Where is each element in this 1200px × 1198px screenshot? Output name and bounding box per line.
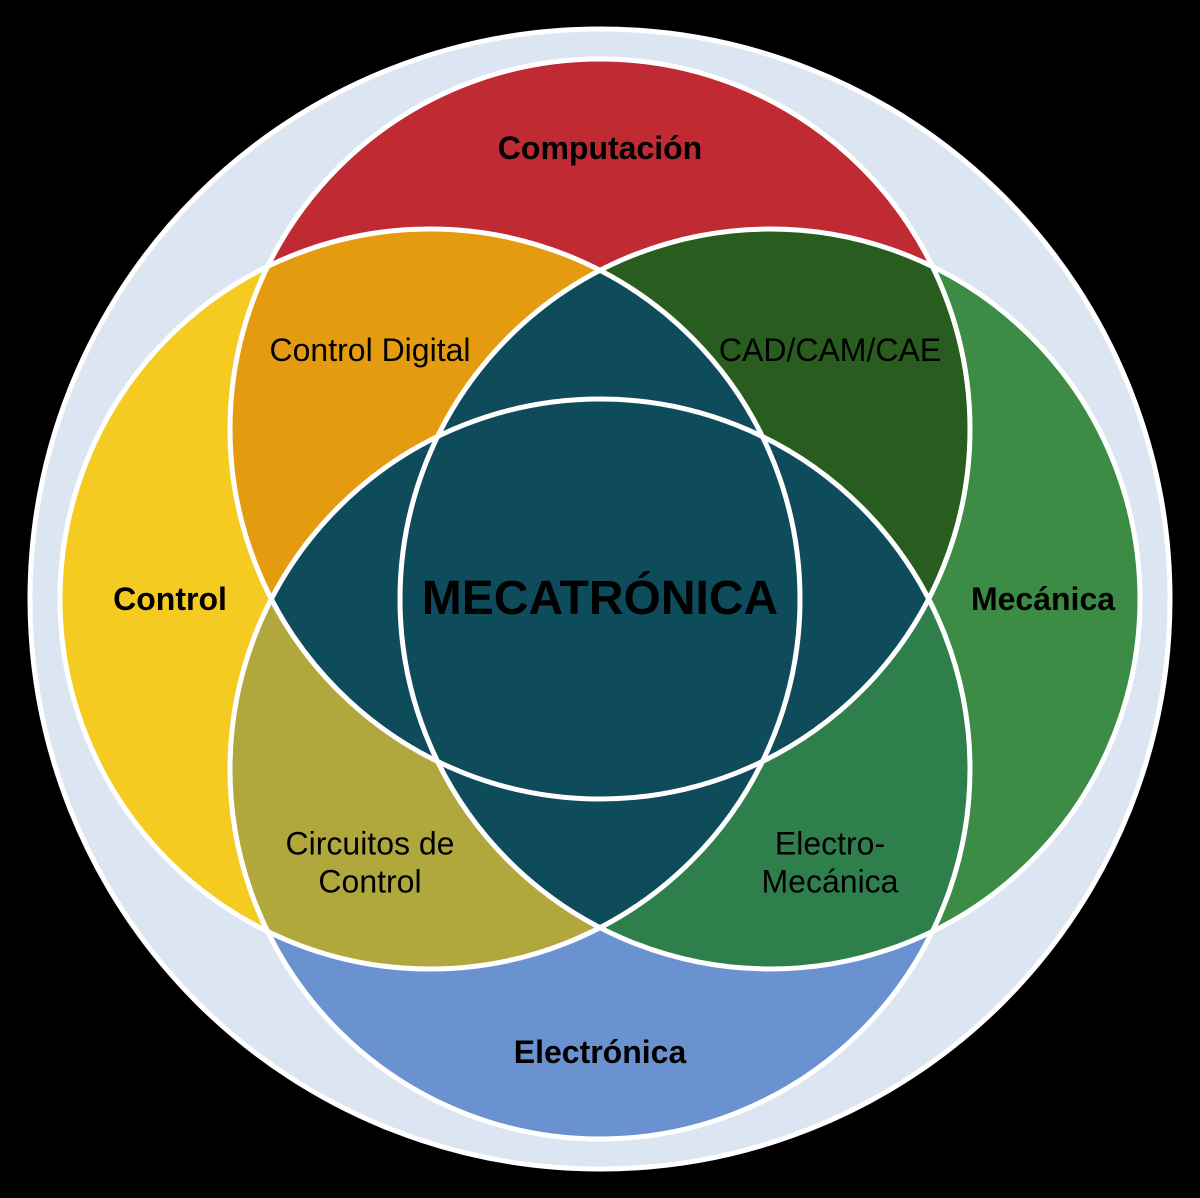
label-bottom-left: Circuitos de Control (286, 825, 455, 902)
label-right: Mecánica (971, 580, 1115, 618)
label-center: MECATRÓNICA (422, 570, 778, 628)
label-top: Computación (498, 129, 702, 167)
label-left: Control (113, 580, 227, 618)
label-bottom-right: Electro- Mecánica (762, 825, 899, 902)
label-top-left: Control Digital (270, 331, 471, 369)
label-bottom: Electrónica (514, 1033, 687, 1071)
venn-diagram: Computación Mecánica Electrónica Control… (0, 0, 1200, 1198)
label-top-right: CAD/CAM/CAE (719, 331, 941, 369)
